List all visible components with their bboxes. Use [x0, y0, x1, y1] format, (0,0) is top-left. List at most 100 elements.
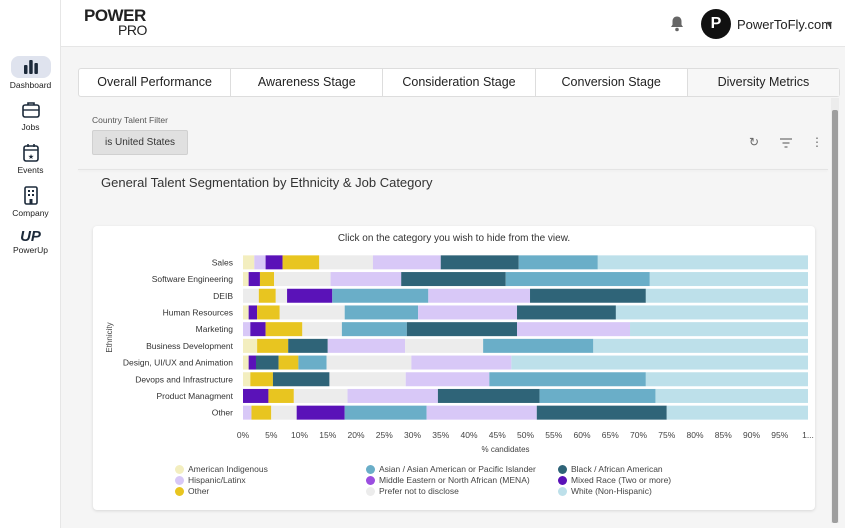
tab-conversion-stage[interactable]: Conversion Stage [536, 69, 688, 96]
account-avatar[interactable]: P [701, 9, 731, 39]
bar-segment[interactable] [597, 255, 808, 270]
bar-segment[interactable] [440, 255, 519, 270]
bar-segment[interactable] [593, 338, 808, 353]
bar-segment[interactable] [254, 255, 266, 270]
bar-segment[interactable] [536, 405, 667, 420]
bar-segment[interactable] [401, 272, 506, 287]
bar-segment[interactable] [243, 338, 258, 353]
nav-dashboard[interactable]: Dashboard [0, 56, 61, 90]
bar-segment[interactable] [517, 305, 616, 320]
bar-segment[interactable] [268, 388, 294, 403]
legend-item[interactable]: Mixed Race (Two or more) [558, 475, 671, 486]
refresh-icon[interactable]: ↻ [749, 135, 760, 149]
bar-segment[interactable] [298, 355, 327, 370]
legend-item[interactable]: Black / African American [558, 464, 671, 475]
bar-segment[interactable] [645, 288, 808, 303]
bar-segment[interactable] [250, 322, 266, 337]
bell-icon[interactable] [669, 15, 685, 32]
bar-segment[interactable] [296, 405, 345, 420]
bar-segment[interactable] [257, 305, 280, 320]
bar-segment[interactable] [302, 322, 342, 337]
legend-item[interactable]: American Indigenous [175, 464, 268, 475]
bar-segment[interactable] [258, 288, 276, 303]
bar-segment[interactable] [257, 338, 289, 353]
bar-segment[interactable] [330, 272, 402, 287]
bar-segment[interactable] [411, 355, 512, 370]
bar-segment[interactable] [319, 255, 373, 270]
bar-segment[interactable] [278, 355, 299, 370]
more-options-icon[interactable]: ⋮ [811, 135, 823, 149]
bar-segment[interactable] [287, 288, 333, 303]
tab-diversity-metrics[interactable]: Diversity Metrics [687, 69, 840, 96]
bar-segment[interactable] [274, 272, 331, 287]
legend-item[interactable]: Prefer not to disclose [366, 486, 536, 497]
bar-segment[interactable] [666, 405, 808, 420]
bar-segment[interactable] [243, 355, 249, 370]
bar-segment[interactable] [259, 272, 275, 287]
bar-segment[interactable] [344, 405, 427, 420]
bar-segment[interactable] [251, 405, 272, 420]
legend-item[interactable]: Asian / Asian American or Pacific Island… [366, 464, 536, 475]
bar-segment[interactable] [243, 288, 259, 303]
country-filter-chip[interactable]: is United States [92, 130, 188, 155]
bar-segment[interactable] [372, 255, 441, 270]
scrollbar-thumb[interactable] [832, 110, 838, 523]
bar-segment[interactable] [437, 388, 540, 403]
bar-segment[interactable] [530, 288, 646, 303]
bar-segment[interactable] [405, 372, 490, 387]
nav-jobs[interactable]: Jobs [0, 100, 61, 132]
legend-item[interactable]: White (Non-Hispanic) [558, 486, 671, 497]
bar-segment[interactable] [428, 288, 531, 303]
bar-segment[interactable] [655, 388, 808, 403]
nav-company[interactable]: Company [0, 186, 61, 218]
legend-item[interactable]: Middle Eastern or North African (MENA) [366, 475, 536, 486]
chevron-down-icon[interactable]: ▼ [825, 19, 834, 29]
tab-awareness-stage[interactable]: Awareness Stage [231, 69, 384, 96]
bar-segment[interactable] [243, 322, 251, 337]
legend-item[interactable]: Hispanic/Latinx [175, 475, 268, 486]
bar-segment[interactable] [248, 305, 258, 320]
bar-segment[interactable] [243, 405, 252, 420]
bar-segment[interactable] [248, 355, 256, 370]
bar-segment[interactable] [418, 305, 518, 320]
account-name[interactable]: PowerToFly.com [737, 17, 833, 32]
bar-segment[interactable] [341, 322, 407, 337]
bar-segment[interactable] [326, 355, 412, 370]
bar-segment[interactable] [645, 372, 808, 387]
bar-segment[interactable] [539, 388, 656, 403]
bar-segment[interactable] [329, 372, 406, 387]
bar-segment[interactable] [630, 322, 808, 337]
bar-segment[interactable] [271, 405, 297, 420]
tab-consideration-stage[interactable]: Consideration Stage [383, 69, 536, 96]
bar-segment[interactable] [265, 255, 283, 270]
bar-segment[interactable] [615, 305, 808, 320]
bar-segment[interactable] [426, 405, 537, 420]
bar-segment[interactable] [649, 272, 808, 287]
bar-segment[interactable] [483, 338, 594, 353]
bar-segment[interactable] [293, 388, 348, 403]
bar-segment[interactable] [275, 288, 288, 303]
bar-segment[interactable] [405, 338, 484, 353]
bar-segment[interactable] [347, 388, 438, 403]
bar-segment[interactable] [243, 305, 249, 320]
legend-item[interactable]: Other [175, 486, 268, 497]
bar-segment[interactable] [288, 338, 328, 353]
bar-segment[interactable] [332, 288, 429, 303]
bar-segment[interactable] [250, 372, 273, 387]
bar-segment[interactable] [243, 272, 249, 287]
brand-logo[interactable]: POWER PRO [84, 7, 147, 38]
bar-segment[interactable] [518, 255, 598, 270]
bar-segment[interactable] [282, 255, 320, 270]
bar-segment[interactable] [489, 372, 646, 387]
bar-segment[interactable] [406, 322, 518, 337]
bar-segment[interactable] [248, 272, 260, 287]
bar-segment[interactable] [243, 388, 269, 403]
bar-segment[interactable] [265, 322, 303, 337]
bar-segment[interactable] [279, 305, 345, 320]
nav-powerup[interactable]: UP PowerUp [0, 228, 61, 255]
bar-segment[interactable] [243, 372, 251, 387]
bar-segment[interactable] [243, 255, 255, 270]
bar-segment[interactable] [505, 272, 650, 287]
bar-segment[interactable] [344, 305, 419, 320]
bar-segment[interactable] [272, 372, 330, 387]
